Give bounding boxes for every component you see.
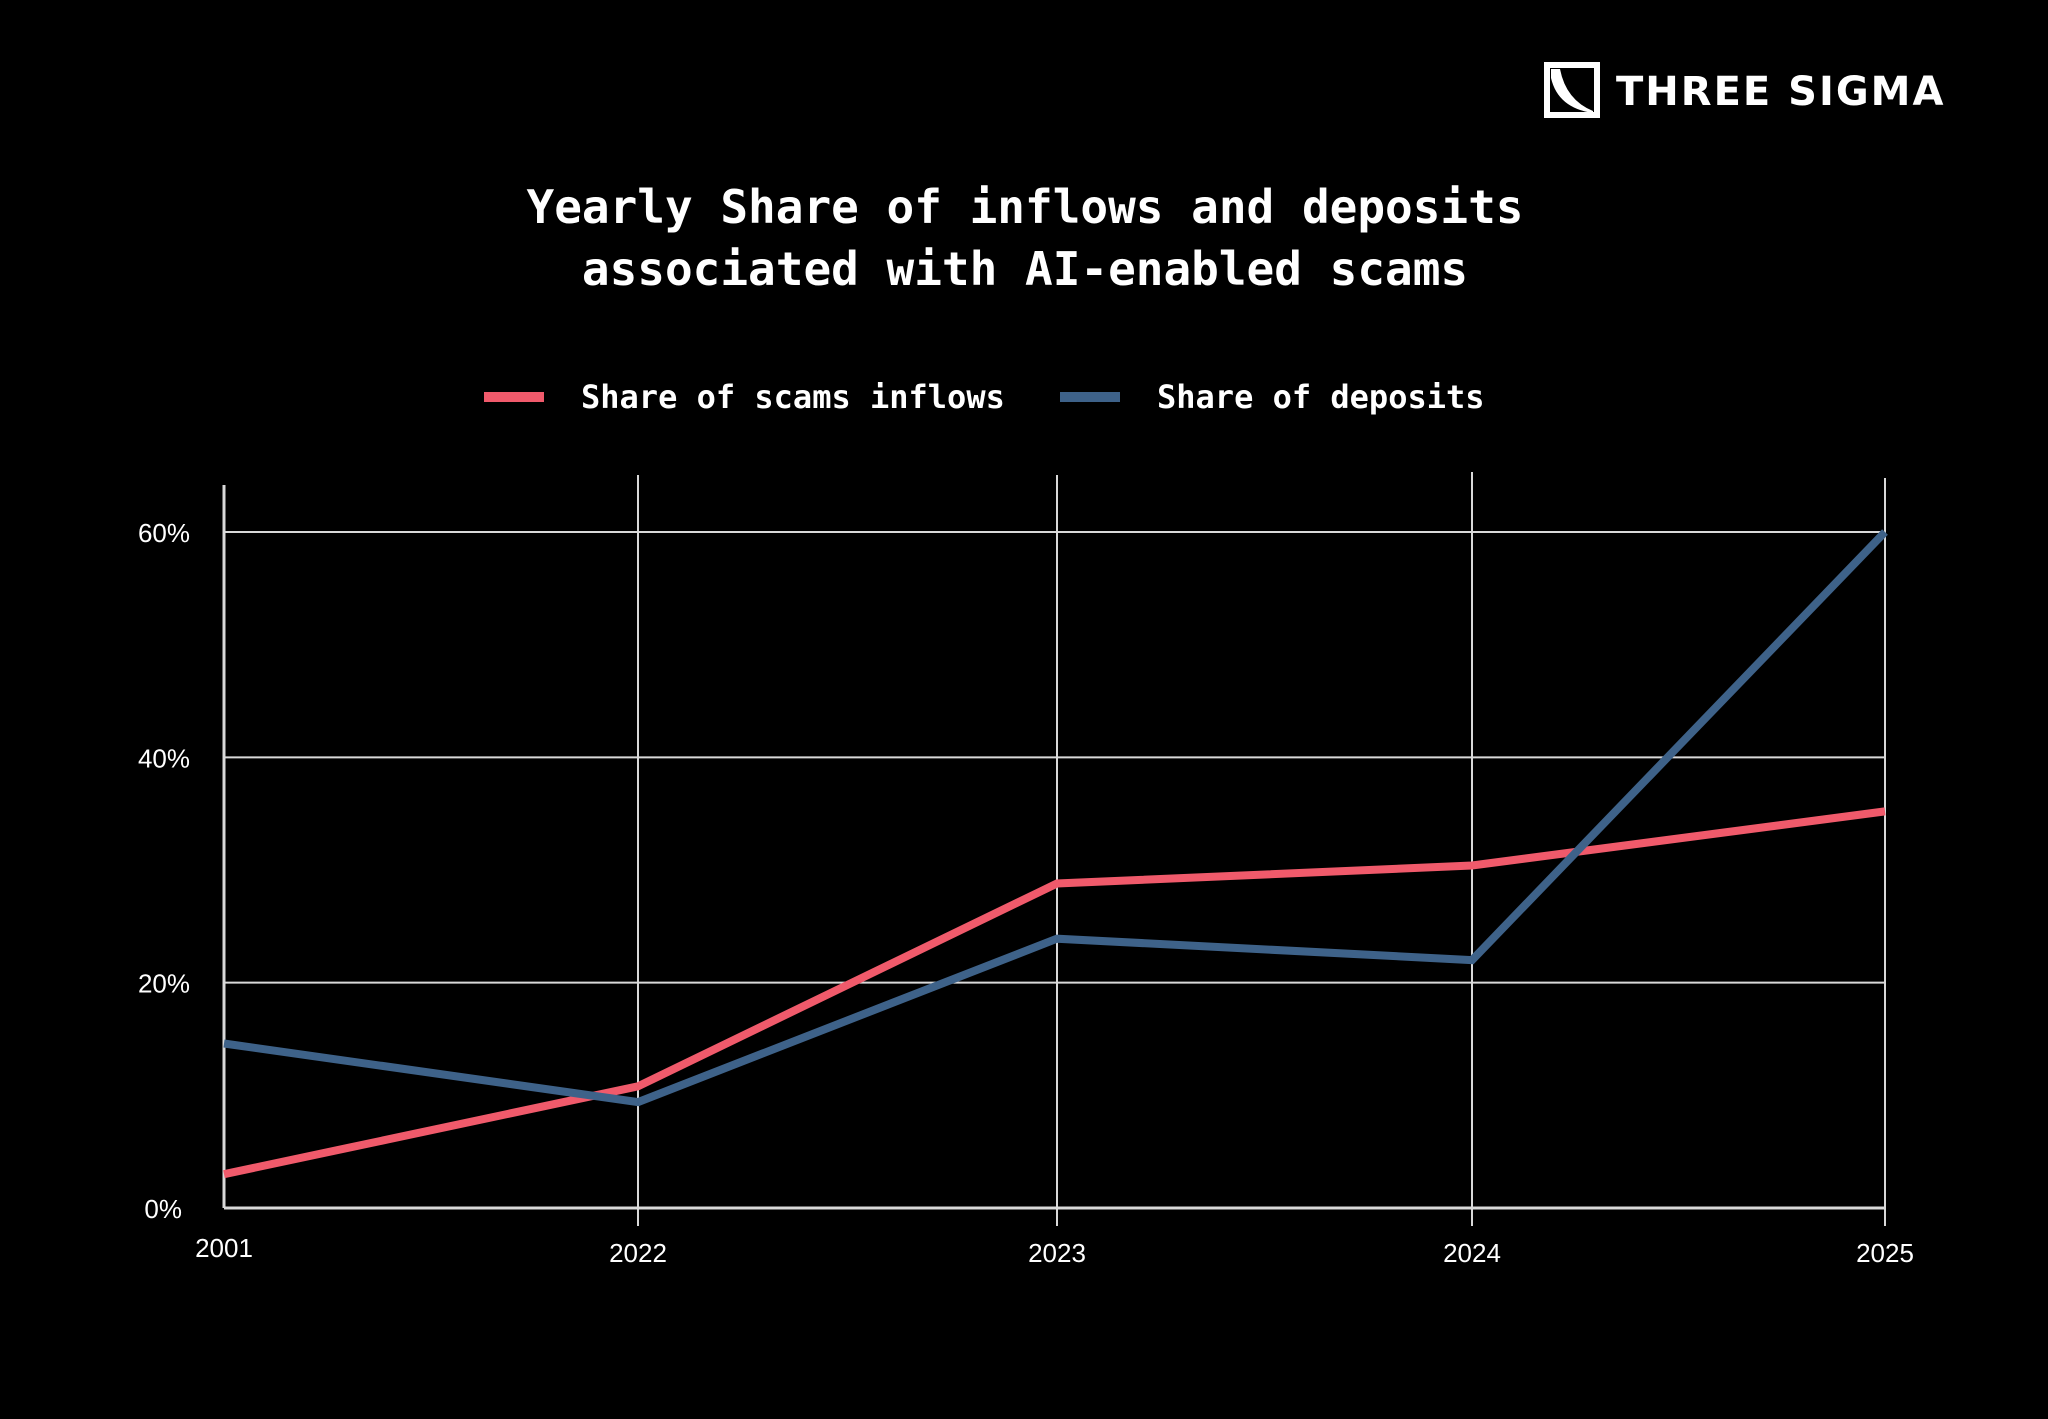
legend-item-deposits[interactable]: Share of deposits: [1060, 378, 1485, 416]
x-tick-label: 2023: [1028, 1238, 1086, 1268]
series-deposits: [223, 529, 1888, 1107]
brand-logo: THREE SIGMA: [1544, 62, 1945, 118]
logo-text: THREE SIGMA: [1616, 69, 1945, 115]
y-tick-label: 40%: [138, 743, 190, 773]
series-scams-inflows: [223, 807, 1886, 1179]
y-tick-label: 0%: [144, 1194, 182, 1224]
three-sigma-logo-icon: [1544, 62, 1600, 118]
legend-swatch-deposits: [1060, 392, 1120, 402]
legend-label-scams-inflows: Share of scams inflows: [581, 378, 1005, 416]
grid: [224, 472, 1886, 1226]
chart-title-line-1: Yearly Share of inflows and deposits: [527, 180, 1524, 234]
series-line: [223, 529, 1888, 1107]
chart-title-line-2: associated with AI-enabled scams: [582, 242, 1468, 296]
x-tick-label: 2022: [609, 1238, 667, 1268]
legend-swatch-scams-inflows: [484, 392, 544, 402]
legend-item-scams-inflows[interactable]: Share of scams inflows: [484, 378, 1005, 416]
y-tick-label: 20%: [138, 969, 190, 999]
axes: [222, 485, 1885, 1210]
series-line: [223, 807, 1886, 1179]
y-tick-label: 60%: [138, 518, 190, 548]
x-tick-label: 2001: [195, 1233, 253, 1263]
series-lines: [223, 529, 1888, 1179]
x-tick-label: 2025: [1856, 1238, 1914, 1268]
legend: Share of scams inflows Share of deposits: [484, 378, 1485, 416]
legend-label-deposits: Share of deposits: [1157, 378, 1485, 416]
x-tick-label: 2024: [1443, 1238, 1501, 1268]
tick-labels: 0% 20% 40% 60% 2001 2022 2023 2024 2025: [138, 518, 1914, 1268]
